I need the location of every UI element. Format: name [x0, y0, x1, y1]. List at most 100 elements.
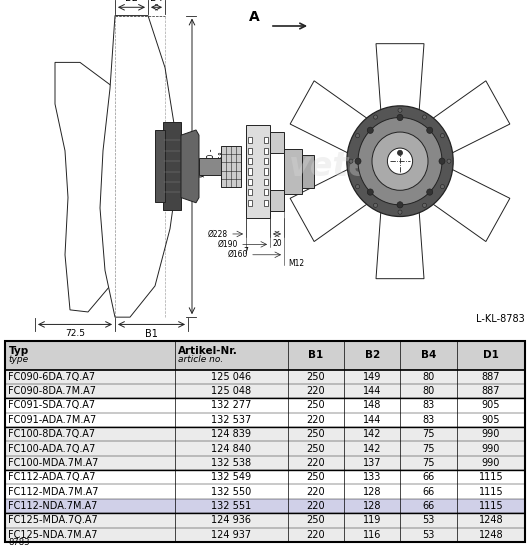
Bar [302, 155, 314, 188]
Text: 148: 148 [363, 400, 382, 410]
Text: 142: 142 [363, 429, 382, 439]
Text: Ø190: Ø190 [218, 240, 238, 249]
Text: B1: B1 [308, 350, 323, 360]
Bar [270, 132, 284, 211]
Circle shape [422, 203, 427, 207]
Text: 53: 53 [422, 530, 435, 540]
Text: 7: 7 [244, 248, 249, 256]
Text: 72.5: 72.5 [65, 328, 85, 338]
Circle shape [367, 127, 373, 134]
Text: FC091-SDA.7Q.A7: FC091-SDA.7Q.A7 [8, 400, 95, 410]
Text: B4: B4 [421, 350, 436, 360]
Text: FC112-NDA.7M.A7: FC112-NDA.7M.A7 [8, 501, 98, 511]
Text: 132 551: 132 551 [211, 501, 251, 511]
Circle shape [347, 106, 453, 217]
Circle shape [440, 185, 445, 189]
Text: 905: 905 [482, 415, 500, 425]
Polygon shape [290, 81, 381, 160]
Text: 1115: 1115 [479, 487, 503, 497]
Circle shape [387, 148, 412, 174]
Text: 75: 75 [422, 458, 435, 468]
Bar [264, 168, 268, 175]
Circle shape [398, 150, 402, 156]
Bar [248, 158, 252, 164]
Text: 990: 990 [482, 443, 500, 454]
Text: A: A [249, 10, 260, 24]
Text: 887: 887 [482, 372, 500, 382]
Text: 149: 149 [363, 372, 382, 382]
Text: 8x45°: 8x45° [218, 150, 227, 173]
Text: 128: 128 [363, 501, 382, 511]
Text: 250: 250 [306, 443, 325, 454]
Text: FC112-ADA.7Q.A7: FC112-ADA.7Q.A7 [8, 472, 96, 482]
Text: B2: B2 [125, 0, 138, 3]
Bar [264, 147, 268, 154]
Text: 142: 142 [363, 443, 382, 454]
Text: 83: 83 [422, 415, 435, 425]
Text: ØD1: ØD1 [196, 156, 206, 177]
Circle shape [427, 189, 432, 195]
Text: 124 839: 124 839 [211, 429, 251, 439]
Text: 80: 80 [422, 386, 435, 396]
Circle shape [374, 203, 377, 207]
Text: 1115: 1115 [479, 501, 503, 511]
Text: 83: 83 [422, 400, 435, 410]
Bar [248, 189, 252, 195]
Text: 250: 250 [306, 372, 325, 382]
Bar [264, 200, 268, 206]
Polygon shape [420, 81, 510, 160]
Polygon shape [100, 15, 178, 317]
Bar [264, 158, 268, 164]
Text: 75: 75 [422, 443, 435, 454]
Text: D1: D1 [483, 350, 499, 360]
Bar [5, 441, 525, 456]
Bar [248, 147, 252, 154]
Circle shape [447, 159, 451, 163]
Bar [163, 122, 181, 210]
Circle shape [398, 108, 402, 112]
Text: Artikel-Nr.: Artikel-Nr. [178, 346, 237, 356]
Bar [248, 200, 252, 206]
Bar [264, 189, 268, 195]
Text: 132 549: 132 549 [211, 472, 251, 482]
Circle shape [427, 127, 432, 134]
Text: 116: 116 [363, 530, 382, 540]
Circle shape [397, 114, 403, 120]
Polygon shape [290, 162, 381, 241]
Bar [221, 146, 241, 187]
Text: 250: 250 [306, 429, 325, 439]
Text: 887: 887 [482, 386, 500, 396]
Text: FC090-6DA.7Q.A7: FC090-6DA.7Q.A7 [8, 372, 95, 382]
Text: L-KL-8783: L-KL-8783 [476, 315, 525, 324]
Circle shape [356, 134, 359, 138]
Polygon shape [181, 130, 199, 203]
Text: 132 550: 132 550 [211, 487, 251, 497]
Bar [5, 499, 525, 513]
Circle shape [358, 118, 442, 205]
Text: vetec: vetec [289, 150, 391, 183]
Text: 990: 990 [482, 458, 500, 468]
Bar [5, 370, 525, 384]
Text: 144: 144 [363, 415, 382, 425]
Text: 144: 144 [363, 386, 382, 396]
Bar [248, 168, 252, 175]
Text: FC112-MDA.7M.A7: FC112-MDA.7M.A7 [8, 487, 99, 497]
Text: 8783: 8783 [8, 538, 29, 547]
Polygon shape [420, 162, 510, 241]
Bar [284, 148, 302, 195]
Bar [5, 527, 525, 542]
Bar [248, 138, 252, 144]
Text: 250: 250 [306, 400, 325, 410]
Bar [5, 384, 525, 398]
Text: 132 277: 132 277 [211, 400, 251, 410]
Text: Ø160: Ø160 [227, 250, 248, 259]
Circle shape [398, 210, 402, 214]
Text: M12: M12 [288, 258, 304, 268]
Text: 80: 80 [422, 372, 435, 382]
Polygon shape [55, 62, 140, 312]
Text: B2: B2 [365, 350, 380, 360]
Text: 250: 250 [306, 515, 325, 525]
Text: 905: 905 [482, 400, 500, 410]
Circle shape [349, 159, 353, 163]
Text: 125 046: 125 046 [211, 372, 251, 382]
